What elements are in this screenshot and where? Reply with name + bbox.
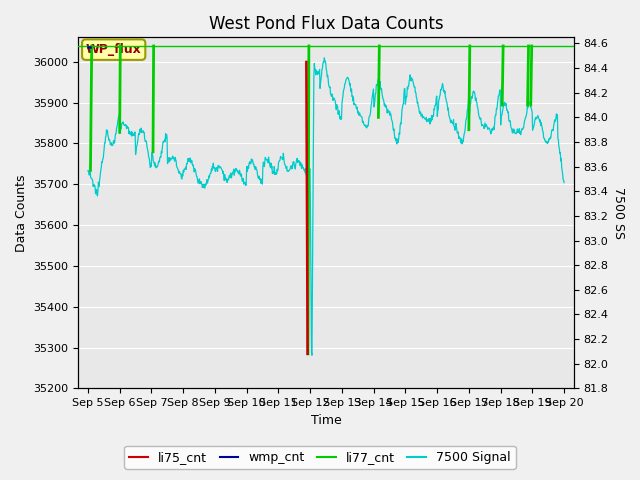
Y-axis label: Data Counts: Data Counts (15, 174, 28, 252)
X-axis label: Time: Time (310, 414, 341, 427)
Text: WP_flux: WP_flux (86, 43, 141, 56)
Title: West Pond Flux Data Counts: West Pond Flux Data Counts (209, 15, 444, 33)
Y-axis label: 7500 SS: 7500 SS (612, 187, 625, 239)
Legend: li75_cnt, wmp_cnt, li77_cnt, 7500 Signal: li75_cnt, wmp_cnt, li77_cnt, 7500 Signal (124, 446, 516, 469)
